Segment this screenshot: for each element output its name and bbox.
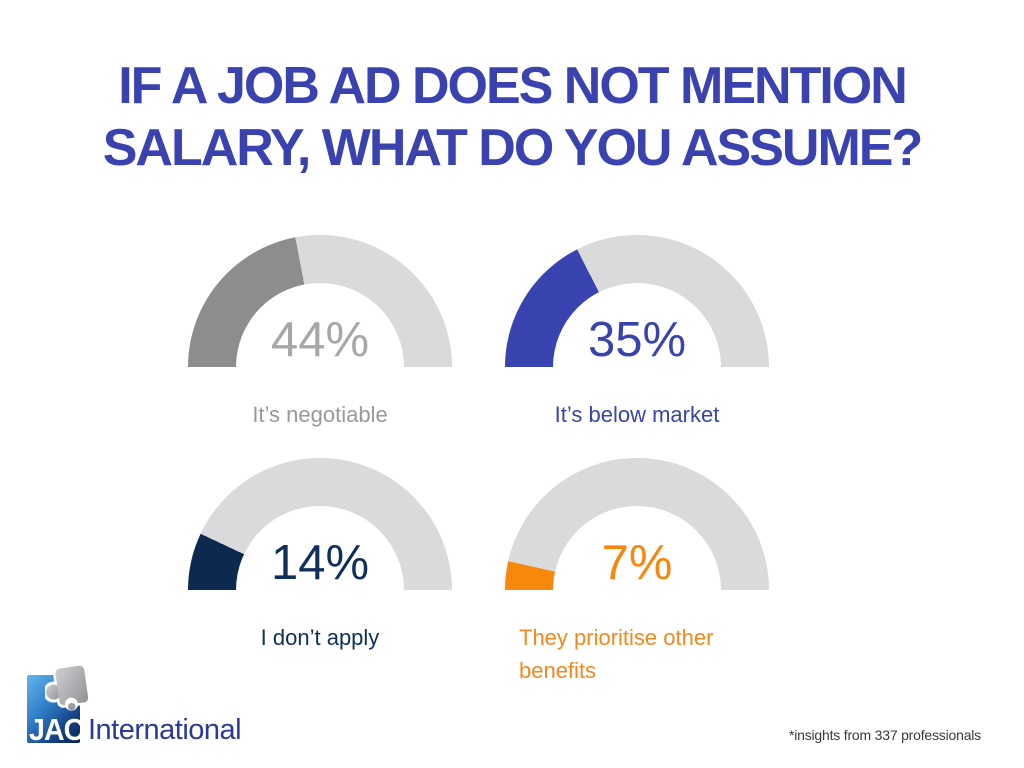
gauge-label: They prioritise other benefits [519,625,714,683]
gauge-chart-other-benefits: 7% [505,458,769,590]
gauge-value: 44% [270,313,370,367]
gauge-label: It’s negotiable [252,402,388,427]
gauge-value: 14% [270,536,370,590]
gauge-chart-below-market: 35% [505,235,769,367]
jac-logo-text: JAC [29,712,84,747]
gauge-card-other-benefits: 7% They prioritise other benefits [505,458,769,687]
gauge-chart-dont-apply: 14% [188,458,452,590]
puzzle-piece-icon [45,663,91,711]
gauge-card-below-market: 35% It’s below market [505,235,769,431]
footnote: *insights from 337 professionals [788,727,981,743]
title-line-1: IF A JOB AD DOES NOT MENTION [118,57,908,115]
logo-international-text: International [88,714,242,746]
gauge-label: I don’t apply [260,625,380,650]
gauge-card-negotiable: 44% It’s negotiable [188,235,452,431]
gauge-card-dont-apply: 14% I don’t apply [188,458,452,654]
gauge-value: 35% [587,313,687,367]
page-title: IF A JOB AD DOES NOT MENTION SALARY, WHA… [0,55,1024,179]
gauge-label: It’s below market [554,402,720,427]
title-line-2: SALARY, WHAT DO YOU ASSUME? [102,119,923,177]
gauge-chart-negotiable: 44% [188,235,452,367]
gauge-value: 7% [601,536,673,590]
